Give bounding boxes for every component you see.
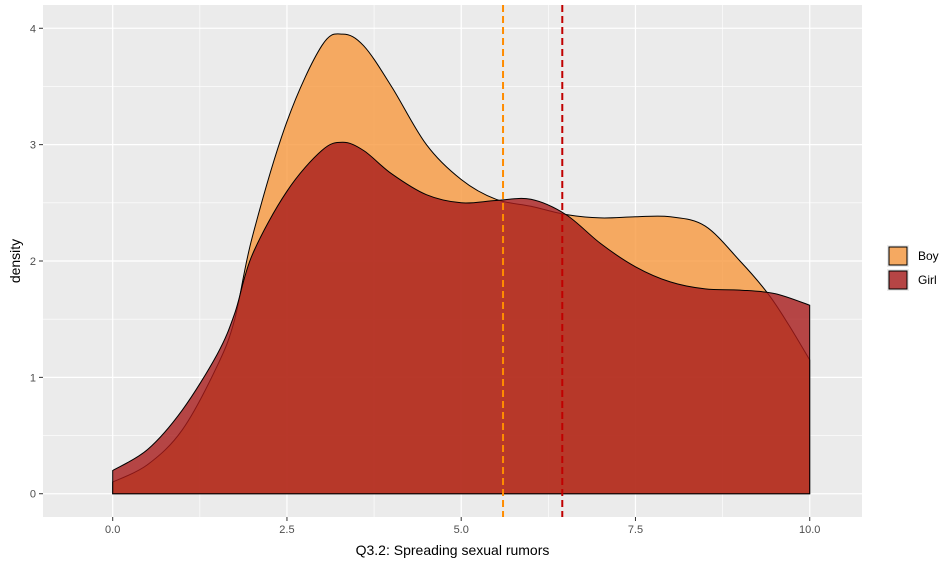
axes: 0.0 2.5 5.0 7.5 10.0 0 1 2 3 4 bbox=[30, 23, 821, 536]
y-tick-label: 3 bbox=[30, 140, 36, 152]
x-tick-label: 10.0 bbox=[799, 524, 820, 536]
mean-lines bbox=[502, 5, 564, 517]
legend-label-girl: Girl bbox=[918, 273, 937, 287]
y-tick-label: 0 bbox=[30, 489, 36, 501]
y-tick-label: 1 bbox=[30, 372, 36, 384]
density-area-girl bbox=[112, 141, 811, 495]
x-tick-label: 5.0 bbox=[454, 524, 469, 536]
y-tick-label: 2 bbox=[30, 256, 36, 268]
density-areas bbox=[112, 33, 811, 495]
x-tick-label: 2.5 bbox=[279, 524, 294, 536]
legend: Boy Girl bbox=[887, 245, 939, 291]
legend-label-boy: Boy bbox=[918, 249, 939, 263]
y-tick-label: 4 bbox=[30, 23, 36, 35]
x-tick-label: 0.0 bbox=[105, 524, 120, 536]
x-axis-title: Q3.2: Spreading sexual rumors bbox=[356, 542, 550, 558]
x-tick-label: 7.5 bbox=[628, 524, 643, 536]
legend-key-girl bbox=[888, 270, 908, 290]
legend-key-boy bbox=[888, 246, 908, 266]
y-axis-title: density bbox=[7, 239, 23, 283]
